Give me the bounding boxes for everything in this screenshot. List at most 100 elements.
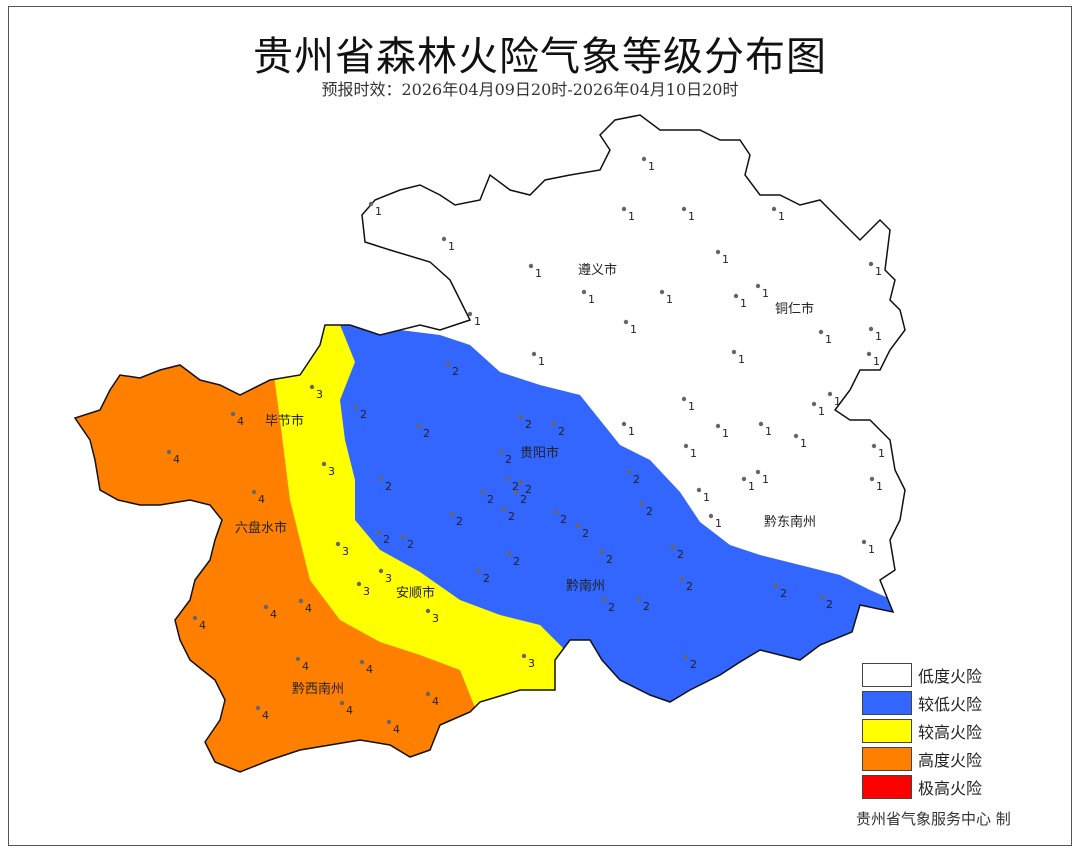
station-marker <box>868 326 874 332</box>
station-level-label: 4 <box>366 663 373 676</box>
station-marker <box>255 705 261 711</box>
station-level-label: 4 <box>305 602 312 615</box>
station-level-label: 2 <box>633 473 640 486</box>
station-marker <box>400 534 406 540</box>
station-marker <box>166 449 172 455</box>
station-marker <box>659 289 665 295</box>
station-marker <box>467 311 473 317</box>
station-level-label: 3 <box>432 612 439 625</box>
city-label: 黔南州 <box>566 578 605 594</box>
station-level-label: 1 <box>868 543 875 556</box>
station-level-label: 1 <box>762 473 769 486</box>
station-marker <box>621 421 627 427</box>
city-label: 黔东南州 <box>764 514 816 530</box>
station-marker <box>321 461 327 467</box>
legend-item-higher: 较高火险 <box>862 717 982 745</box>
legend-item-lower: 较低火险 <box>862 689 982 717</box>
station-marker <box>230 411 236 417</box>
station-level-label: 4 <box>258 493 265 506</box>
station-marker <box>378 476 384 482</box>
station-marker <box>601 597 607 603</box>
station-level-label: 2 <box>407 538 414 551</box>
city-label: 遵义市 <box>578 262 617 278</box>
station-level-label: 2 <box>505 453 512 466</box>
station-marker <box>441 236 447 242</box>
map-title: 贵州省森林火险气象等级分布图 <box>253 34 827 80</box>
station-marker <box>575 523 581 529</box>
station-marker <box>476 568 482 574</box>
station-marker <box>335 541 341 547</box>
station-level-label: 2 <box>423 427 430 440</box>
legend-swatch <box>862 747 912 771</box>
city-label: 六盘水市 <box>235 520 287 536</box>
station-marker <box>861 539 867 545</box>
station-marker <box>263 604 269 610</box>
station-marker <box>513 489 519 495</box>
station-level-label: 1 <box>834 395 841 408</box>
station-level-label: 1 <box>875 330 882 343</box>
station-marker <box>376 529 382 535</box>
station-level-label: 4 <box>346 704 353 717</box>
station-marker <box>681 396 687 402</box>
station-level-label: 2 <box>525 483 532 496</box>
station-marker <box>731 349 737 355</box>
station-level-label: 1 <box>535 267 542 280</box>
station-level-label: 4 <box>393 723 400 736</box>
station-marker <box>553 509 559 515</box>
station-marker <box>599 549 605 555</box>
station-marker <box>708 513 714 519</box>
station-level-label: 4 <box>262 709 269 722</box>
station-marker <box>353 404 359 410</box>
station-marker <box>811 401 817 407</box>
station-level-label: 1 <box>740 297 747 310</box>
station-level-label: 4 <box>270 608 277 621</box>
province-boundary <box>73 114 906 773</box>
legend-label: 较高火险 <box>918 723 983 742</box>
station-marker <box>518 479 524 485</box>
station-marker <box>755 283 761 289</box>
station-level-label: 2 <box>452 365 459 378</box>
station-marker <box>368 201 374 207</box>
station-level-label: 3 <box>528 657 535 670</box>
legend-label: 较低火险 <box>918 695 983 714</box>
station-level-label: 1 <box>588 293 595 306</box>
station-level-label: 2 <box>512 480 519 493</box>
legend-item-extreme: 极高火险 <box>862 773 982 801</box>
station-marker <box>641 156 647 162</box>
station-marker <box>498 449 504 455</box>
station-marker <box>506 551 512 557</box>
city-label: 铜仁市 <box>775 301 814 317</box>
station-level-label: 1 <box>628 425 635 438</box>
station-level-label: 1 <box>688 400 695 413</box>
map-frame <box>8 6 1072 846</box>
legend-item-high: 高度火险 <box>862 745 982 773</box>
station-level-label: 2 <box>520 493 527 506</box>
station-marker <box>505 476 511 482</box>
station-level-label: 1 <box>538 355 545 368</box>
station-level-label: 1 <box>875 265 882 278</box>
station-marker <box>378 568 384 574</box>
legend-label: 极高火险 <box>918 779 983 798</box>
station-level-label: 2 <box>608 601 615 614</box>
station-marker <box>501 506 507 512</box>
station-level-label: 1 <box>778 210 785 223</box>
station-level-label: 1 <box>800 437 807 450</box>
station-level-label: 2 <box>385 480 392 493</box>
station-level-label: 4 <box>432 695 439 708</box>
station-marker <box>623 319 629 325</box>
station-level-label: 1 <box>738 353 745 366</box>
station-marker <box>741 476 747 482</box>
station-marker <box>639 501 645 507</box>
legend: 低度火险 较低火险 较高火险 高度火险 极高火险 <box>862 661 982 801</box>
station-marker <box>771 206 777 212</box>
station-level-label: 1 <box>448 240 455 253</box>
station-level-label: 1 <box>765 425 772 438</box>
station-marker <box>480 489 486 495</box>
station-level-label: 2 <box>558 425 565 438</box>
station-level-label: 3 <box>316 388 323 401</box>
station-level-label: 4 <box>199 619 206 632</box>
station-level-label: 2 <box>582 527 589 540</box>
station-marker <box>425 608 431 614</box>
station-marker <box>715 423 721 429</box>
